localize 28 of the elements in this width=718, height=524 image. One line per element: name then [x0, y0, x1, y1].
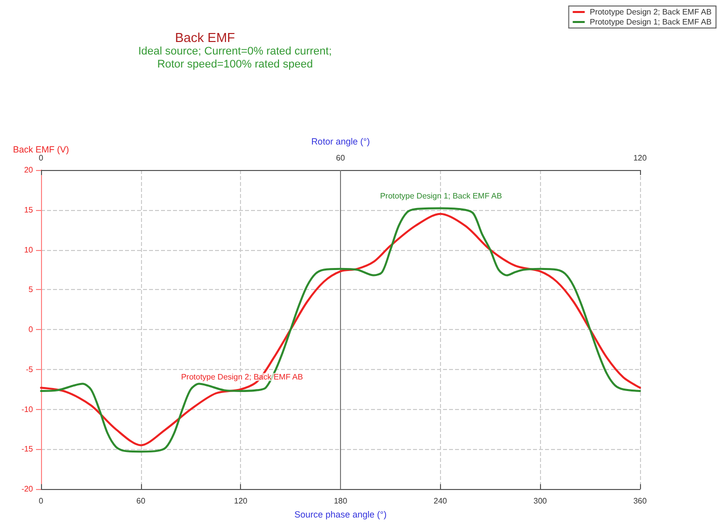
- y-tick-label: 10: [24, 245, 34, 254]
- x-tick-label: 240: [434, 496, 448, 506]
- x-tick-label: 360: [633, 496, 648, 506]
- x2-tick-label: 120: [633, 154, 648, 162]
- x-tick-label: 60: [136, 496, 146, 506]
- y-tick-label: 20: [24, 166, 34, 174]
- x2-tick-label: 60: [336, 154, 346, 162]
- y-tick-label: 0: [28, 325, 34, 334]
- y-tick-label: -20: [21, 484, 34, 494]
- y-tick-label: -5: [26, 364, 34, 374]
- legend-label: Prototype Design 1; Back EMF AB: [590, 18, 712, 26]
- annotation: Prototype Design 2; Back EMF AB: [181, 372, 303, 382]
- legend-label: Prototype Design 2; Back EMF AB: [590, 8, 712, 16]
- x-tick-label: 0: [38, 496, 44, 506]
- x-axis-title: Source phase angle (°): [294, 510, 387, 520]
- chart-title: Back EMF: [175, 30, 236, 45]
- x-tick-label: 300: [533, 496, 548, 506]
- y-tick-label: -10: [21, 404, 34, 414]
- y-tick-label: 5: [28, 285, 34, 294]
- y-tick-label: 15: [24, 205, 34, 214]
- x-tick-label: 180: [334, 496, 348, 506]
- x2-axis-title: Rotor angle (°): [311, 136, 370, 146]
- y-axis-title: Back EMF (V): [13, 144, 70, 155]
- x2-tick-label: 0: [38, 154, 44, 162]
- chart-subtitle: Ideal source; Current=0% rated current; Rotor speed=100% rated speed: [138, 46, 332, 70]
- x-tick-label: 120: [234, 496, 248, 506]
- y-tick-label: -15: [21, 444, 34, 454]
- annotation: Prototype Design 1; Back EMF AB: [380, 192, 502, 200]
